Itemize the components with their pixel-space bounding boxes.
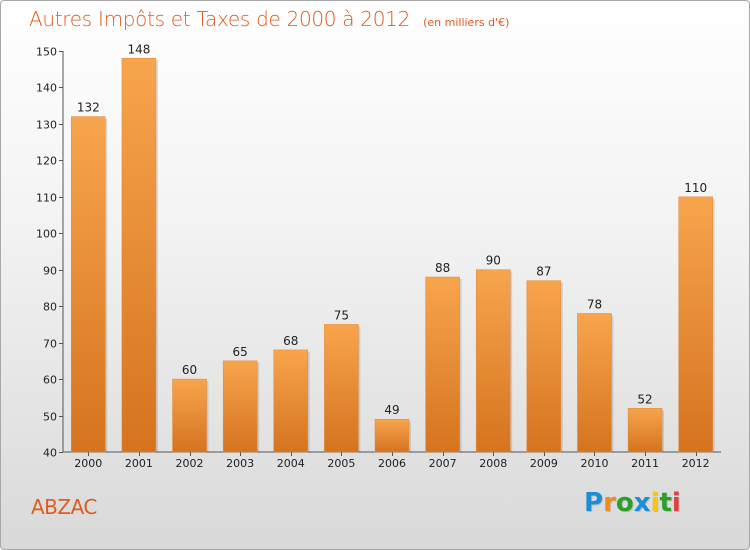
bar-2004 xyxy=(273,349,309,453)
chart-title: Autres Impôts et Taxes de 2000 à 2012 xyxy=(29,7,410,31)
logo-letter: i xyxy=(650,488,660,518)
x-tick-label-2012: 2012 xyxy=(682,457,710,470)
bar-2003 xyxy=(222,360,258,453)
logo-letter: t xyxy=(659,488,672,518)
x-tick-label-2002: 2002 xyxy=(176,457,204,470)
data-label-2007: 88 xyxy=(435,261,450,275)
bar-2001 xyxy=(121,58,157,453)
y-tick-label: 50 xyxy=(43,411,57,424)
x-tick-label-2011: 2011 xyxy=(631,457,659,470)
bar-2009 xyxy=(526,280,562,453)
logo-letter: P xyxy=(584,488,604,518)
bar-2002 xyxy=(172,378,207,453)
y-tick-label: 70 xyxy=(43,338,57,351)
y-tick-label: 40 xyxy=(43,447,57,460)
x-tick-label-2008: 2008 xyxy=(479,457,507,470)
logo-letter: i xyxy=(671,488,681,518)
chart-title-block: Autres Impôts et Taxes de 2000 à 2012 (e… xyxy=(29,7,509,31)
data-label-2010: 78 xyxy=(587,297,602,311)
bar-2012 xyxy=(678,196,713,453)
logo-letter: x xyxy=(633,488,651,518)
logo-letter: o xyxy=(615,488,634,518)
data-label-2003: 65 xyxy=(233,345,248,359)
x-tick-label-2005: 2005 xyxy=(327,457,355,470)
x-tick-label-2004: 2004 xyxy=(277,457,305,470)
x-tick-label-2007: 2007 xyxy=(429,457,457,470)
x-tick-label-2006: 2006 xyxy=(378,457,406,470)
y-tick-label: 120 xyxy=(36,155,57,168)
data-label-2008: 90 xyxy=(486,254,501,268)
x-tick-label-2009: 2009 xyxy=(530,457,558,470)
bar-2007 xyxy=(425,276,460,453)
chart-unit-note: (en milliers d'€) xyxy=(423,16,510,29)
bar-2006 xyxy=(374,418,410,453)
y-tick-label: 80 xyxy=(43,301,57,314)
y-tick-label: 130 xyxy=(36,119,57,132)
data-label-2006: 49 xyxy=(384,403,399,417)
data-label-2000: 132 xyxy=(77,101,100,115)
x-tick-label-2010: 2010 xyxy=(580,457,608,470)
y-tick-label: 100 xyxy=(36,228,57,241)
data-label-2012: 110 xyxy=(684,181,707,195)
data-label-2001: 148 xyxy=(127,42,150,56)
data-label-2004: 68 xyxy=(283,334,298,348)
commune-name: ABZAC xyxy=(31,495,97,519)
bar-2011 xyxy=(627,408,663,453)
y-tick-label: 110 xyxy=(36,192,57,205)
y-tick-label: 140 xyxy=(36,82,57,95)
proxiti-logo: Proxiti xyxy=(584,488,681,518)
x-tick-label-2001: 2001 xyxy=(125,457,153,470)
x-tick-label-2003: 2003 xyxy=(226,457,254,470)
bar-2005 xyxy=(324,324,359,453)
y-tick-label: 60 xyxy=(43,374,57,387)
logo-letter: r xyxy=(603,488,616,518)
data-label-2005: 75 xyxy=(334,308,349,322)
y-tick-label: 90 xyxy=(43,265,57,278)
x-tick-label-2000: 2000 xyxy=(74,457,102,470)
y-tick-label: 150 xyxy=(36,46,57,59)
data-label-2002: 60 xyxy=(182,363,197,377)
data-label-2011: 52 xyxy=(637,392,652,406)
bar-2008 xyxy=(475,269,511,453)
bar-2000 xyxy=(71,116,106,453)
bar-2010 xyxy=(577,313,612,453)
data-label-2009: 87 xyxy=(536,265,551,279)
